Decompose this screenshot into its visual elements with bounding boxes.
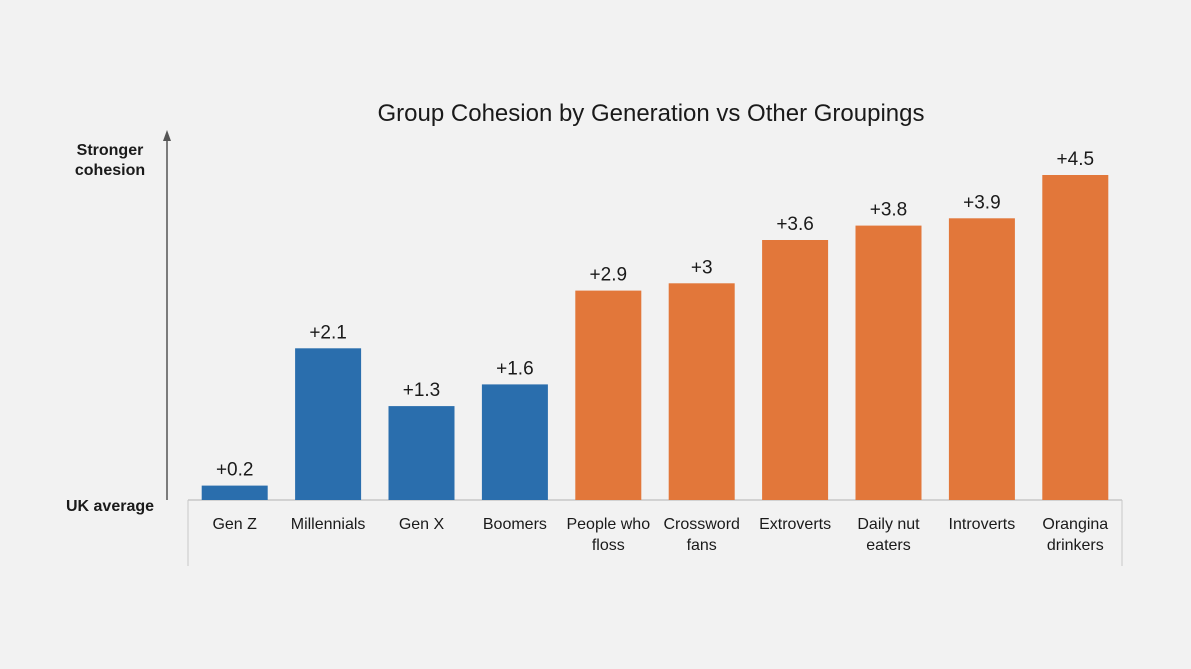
bar [762,240,829,500]
bar [295,348,362,500]
category-label: Boomers [483,516,547,533]
category-label: Orangina [1042,516,1108,533]
bar [668,283,735,500]
category-label: People who [566,516,650,533]
bar [201,485,268,500]
value-label: +2.1 [309,322,347,343]
value-label: +1.6 [496,358,534,379]
category-label: drinkers [1047,537,1104,554]
category-label: Introverts [949,516,1016,533]
category-label: Millennials [291,516,366,533]
category-label: floss [592,537,625,554]
chart-title: Group Cohesion by Generation vs Other Gr… [378,100,925,127]
value-label: +3.6 [776,214,814,235]
bar [575,290,642,500]
category-label: fans [687,537,717,554]
category-label: Daily nut [857,516,920,533]
value-label: +3.8 [870,200,908,221]
bar [388,406,455,500]
category-axis-frame [187,499,1123,566]
bar [1042,175,1109,500]
value-label: +2.9 [590,265,628,286]
value-label: +3.9 [963,192,1001,213]
y-axis-top-label-line2: cohesion [75,162,145,179]
value-label: +4.5 [1057,149,1095,170]
bar [481,384,548,500]
y-axis-arrowhead [163,130,171,141]
value-labels: +0.2 +2.1 +1.3 +1.6 +2.9 +3 +3.6 +3.8 +3.9 +4.5 [216,149,1094,481]
y-axis-bottom-label: UK average [66,498,154,515]
category-label: Gen X [399,516,445,533]
bar [948,218,1015,501]
category-labels: Gen Z Millennials Gen X Boomers People who fl… [212,516,1108,554]
value-label: +0.2 [216,460,254,481]
bar [855,225,922,500]
value-label: +3 [691,257,713,278]
category-label: Crossword [663,516,739,533]
category-label: eaters [866,537,910,554]
bars [201,175,1109,501]
category-label: Gen Z [212,516,257,533]
category-label: Extroverts [759,516,831,533]
y-axis-top-label-line1: Stronger [77,142,144,159]
value-label: +1.3 [403,380,441,401]
